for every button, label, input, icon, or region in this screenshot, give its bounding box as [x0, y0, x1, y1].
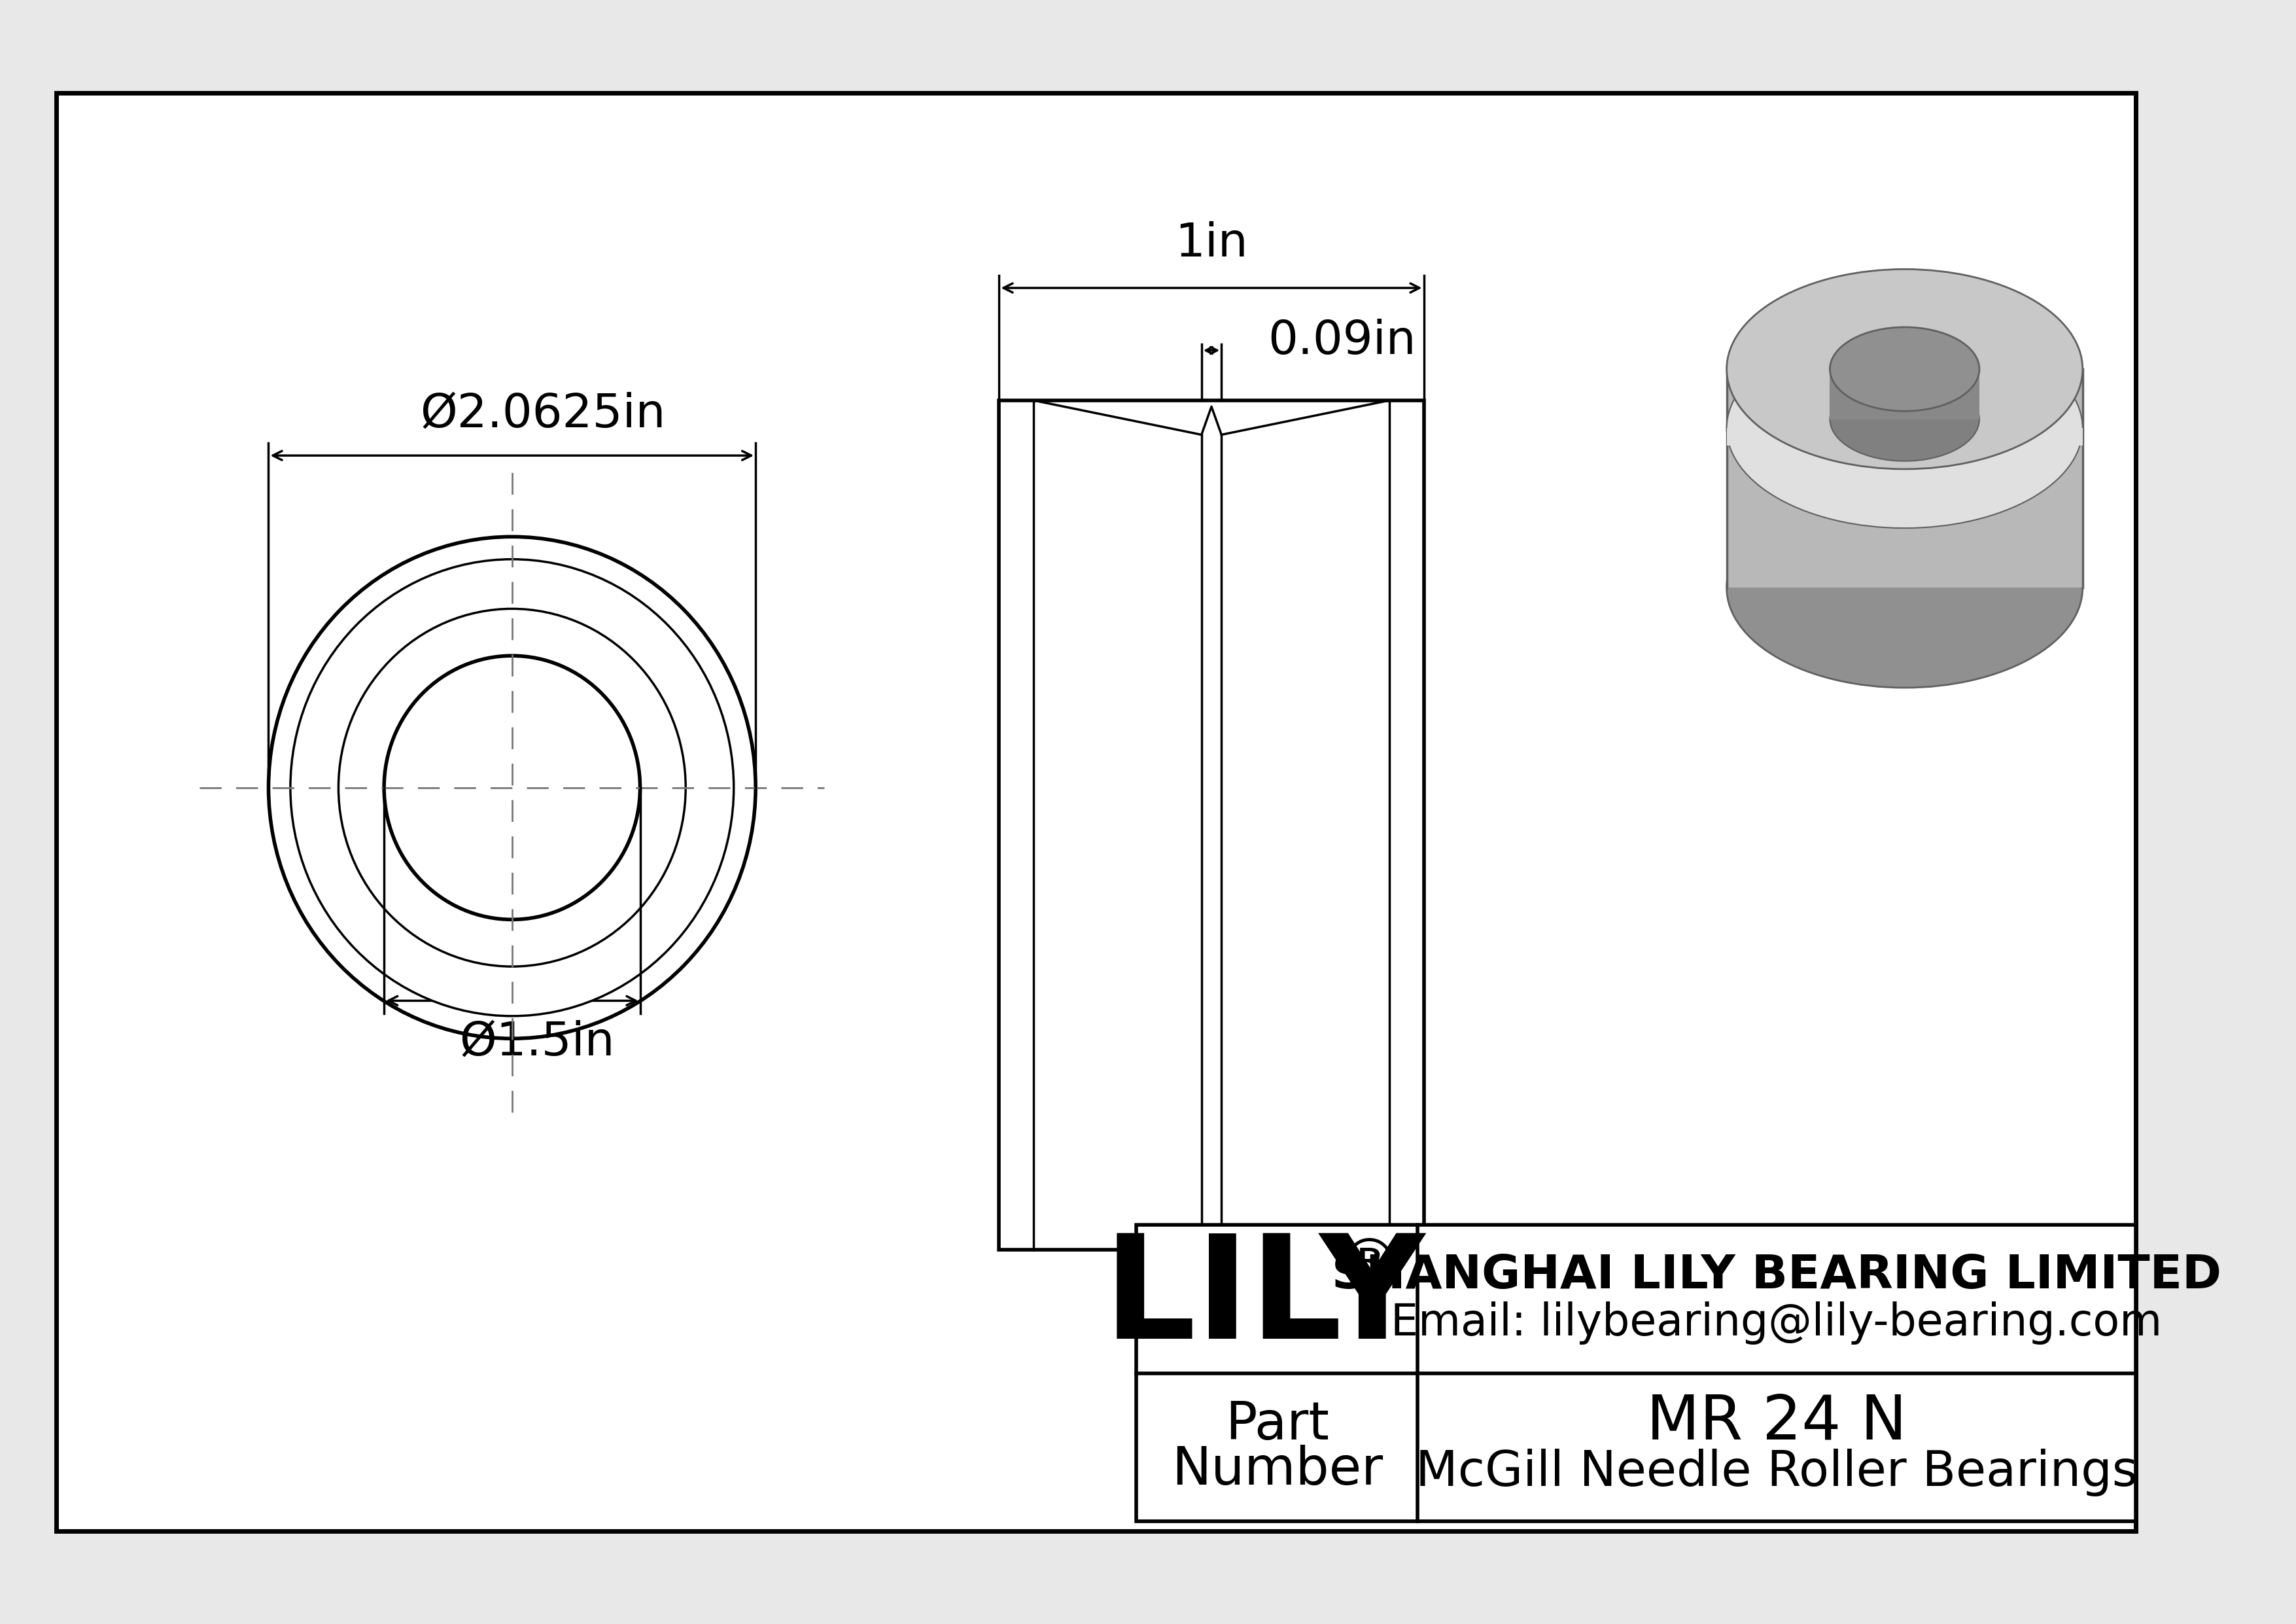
- Ellipse shape: [1830, 326, 1979, 411]
- Text: Ø1.5in: Ø1.5in: [459, 1020, 615, 1065]
- Ellipse shape: [269, 536, 755, 1039]
- Text: Part: Part: [1226, 1400, 1329, 1450]
- Bar: [999, 401, 1424, 1250]
- Text: Ø2.0625in: Ø2.0625in: [420, 391, 666, 437]
- Text: Number: Number: [1171, 1444, 1382, 1496]
- Bar: [1727, 369, 2082, 588]
- Ellipse shape: [289, 559, 735, 1017]
- Ellipse shape: [1727, 328, 2082, 528]
- Text: ®: ®: [1339, 1236, 1401, 1298]
- Text: Email: lilybearing@lily-bearing.com: Email: lilybearing@lily-bearing.com: [1391, 1301, 2163, 1345]
- Ellipse shape: [338, 609, 687, 966]
- Bar: [1830, 369, 1979, 419]
- Bar: [1727, 429, 2082, 445]
- Ellipse shape: [383, 656, 641, 919]
- Text: McGill Needle Roller Bearings: McGill Needle Roller Bearings: [1417, 1449, 2138, 1496]
- Text: 0.09in: 0.09in: [1267, 318, 1417, 364]
- Ellipse shape: [1727, 487, 2082, 687]
- Text: 1in: 1in: [1176, 221, 1249, 266]
- Text: LILY: LILY: [1104, 1229, 1426, 1369]
- Ellipse shape: [1830, 377, 1979, 461]
- Text: SHANGHAI LILY BEARING LIMITED: SHANGHAI LILY BEARING LIMITED: [1332, 1252, 2223, 1298]
- Bar: [1137, 1224, 2135, 1522]
- Text: MR 24 N: MR 24 N: [1646, 1392, 1906, 1452]
- Ellipse shape: [1727, 270, 2082, 469]
